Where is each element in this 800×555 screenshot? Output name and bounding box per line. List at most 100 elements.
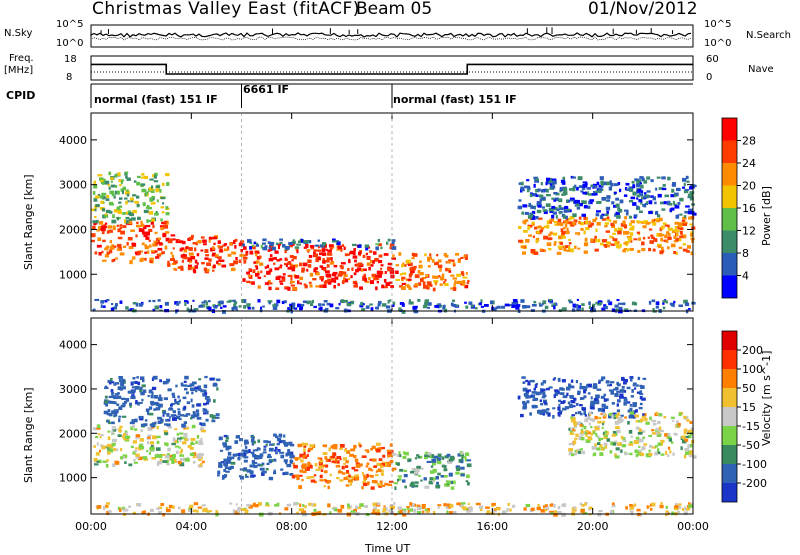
velocity-cell bbox=[148, 451, 151, 455]
velocity-cell bbox=[466, 459, 472, 462]
power-cell bbox=[251, 244, 255, 247]
power-cell bbox=[137, 250, 142, 255]
power-cell bbox=[380, 267, 383, 270]
power-cell bbox=[269, 241, 275, 245]
velocity-cell bbox=[146, 440, 150, 445]
velocity-cell bbox=[537, 409, 543, 413]
velocity-cell bbox=[147, 427, 153, 431]
power-cell bbox=[101, 250, 104, 254]
velocity-cell bbox=[307, 450, 310, 453]
velocity-cell bbox=[167, 447, 171, 452]
velocity-cell bbox=[224, 474, 228, 478]
power-cell bbox=[563, 227, 566, 230]
velocity-cell bbox=[141, 511, 145, 514]
power-cell bbox=[405, 284, 410, 287]
velocity-colorbar-tick-label: 15 bbox=[742, 401, 756, 414]
power-cell bbox=[322, 284, 327, 289]
power-cell bbox=[576, 308, 581, 311]
power-cell bbox=[275, 276, 281, 281]
power-cell bbox=[689, 186, 693, 190]
power-cell bbox=[200, 249, 204, 252]
power-cell bbox=[98, 251, 102, 256]
velocity-cell bbox=[319, 459, 324, 463]
velocity-cell bbox=[547, 413, 551, 417]
power-cell bbox=[194, 259, 198, 264]
velocity-cell bbox=[330, 456, 335, 460]
power-cell bbox=[675, 229, 680, 233]
velocity-cell bbox=[289, 473, 294, 476]
power-cell bbox=[119, 300, 123, 304]
velocity-cell bbox=[638, 406, 643, 410]
velocity-cell bbox=[638, 445, 641, 448]
velocity-cell bbox=[351, 466, 356, 470]
velocity-cell bbox=[99, 449, 102, 453]
velocity-cell bbox=[122, 386, 126, 390]
power-cell bbox=[321, 303, 325, 306]
power-cell bbox=[146, 224, 151, 228]
power-cell bbox=[222, 310, 226, 314]
power-cell bbox=[646, 221, 651, 225]
velocity-cell bbox=[525, 503, 531, 508]
power-colorbar-cell bbox=[722, 163, 737, 186]
power-cell bbox=[437, 259, 442, 263]
power-cell bbox=[455, 304, 459, 307]
power-cell bbox=[142, 231, 147, 235]
power-cell bbox=[144, 244, 148, 247]
power-cell bbox=[531, 210, 536, 215]
power-cell bbox=[586, 187, 591, 190]
velocity-cell bbox=[389, 454, 394, 458]
power-cell bbox=[322, 258, 325, 261]
power-cell bbox=[541, 206, 545, 209]
power-cell bbox=[612, 238, 618, 242]
velocity-cell bbox=[692, 455, 697, 459]
power-cell bbox=[268, 246, 271, 250]
power-cell bbox=[592, 218, 597, 222]
velocity-cell bbox=[206, 398, 211, 403]
velocity-cell bbox=[665, 505, 668, 509]
power-cell bbox=[667, 176, 671, 181]
power-cell bbox=[256, 256, 261, 260]
power-colorbar-cell bbox=[722, 253, 737, 276]
power-cell bbox=[468, 301, 473, 305]
velocity-cell bbox=[170, 403, 173, 407]
velocity-cell bbox=[553, 377, 557, 380]
velocity-cell bbox=[632, 402, 637, 405]
power-cell bbox=[162, 202, 165, 205]
power-cell bbox=[171, 254, 175, 259]
power-cell bbox=[656, 301, 660, 306]
power-cell bbox=[504, 303, 510, 307]
power-cell bbox=[183, 254, 187, 258]
velocity-cell bbox=[222, 442, 227, 446]
velocity-cell bbox=[580, 430, 584, 434]
velocity-cell bbox=[575, 433, 579, 437]
velocity-cell bbox=[332, 444, 338, 447]
power-cell bbox=[595, 192, 598, 196]
power-cell bbox=[299, 282, 302, 285]
power-cell bbox=[202, 243, 207, 246]
velocity-cell bbox=[182, 396, 187, 400]
power-cell bbox=[369, 280, 375, 285]
power-cell bbox=[281, 301, 285, 305]
velocity-cell bbox=[285, 452, 291, 456]
velocity-cell bbox=[576, 421, 582, 426]
velocity-cell bbox=[507, 502, 510, 506]
velocity-cell bbox=[596, 447, 601, 451]
power-cell bbox=[566, 199, 569, 203]
power-cell bbox=[334, 276, 339, 280]
velocity-cell bbox=[191, 381, 197, 385]
power-cell bbox=[424, 299, 430, 303]
velocity-cell bbox=[373, 508, 377, 512]
power-cell bbox=[96, 229, 100, 232]
power-cell bbox=[429, 253, 432, 257]
velocity-cell bbox=[453, 511, 457, 514]
power-cell bbox=[207, 307, 211, 310]
velocity-cell bbox=[455, 465, 460, 470]
velocity-cell bbox=[641, 397, 646, 401]
power-cell bbox=[149, 178, 154, 181]
velocity-cell bbox=[201, 429, 206, 433]
velocity-cell bbox=[199, 422, 202, 425]
power-cell bbox=[289, 306, 294, 309]
power-cell bbox=[177, 239, 181, 242]
velocity-cell bbox=[261, 471, 264, 474]
velocity-cell bbox=[382, 510, 385, 513]
